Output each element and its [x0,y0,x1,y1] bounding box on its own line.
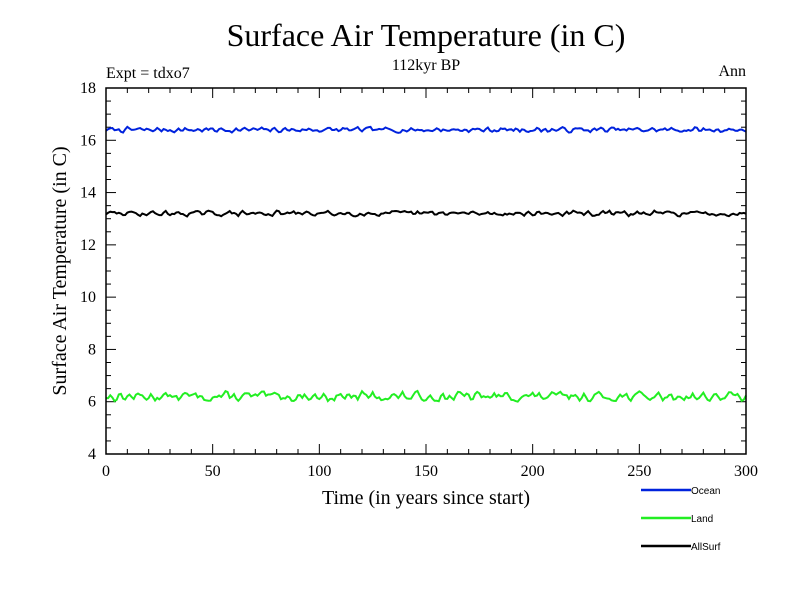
y-tick-label: 8 [88,341,96,358]
series-line-ocean [105,125,747,134]
series-line-allsurf [105,209,747,218]
x-axis-label: Time (in years since start) [322,487,530,509]
x-tick-label: 150 [414,463,438,480]
legend-label: Ocean [691,486,720,497]
x-tick-label: 200 [521,463,545,480]
y-tick-label: 4 [88,446,96,463]
x-tick-label: 0 [102,463,110,480]
legend-label: AllSurf [691,542,721,553]
series-lines [105,125,747,403]
x-tick-label: 100 [307,463,331,480]
series-line-land [105,389,747,403]
legend-label: Land [691,514,713,525]
y-tick-label: 6 [88,394,96,411]
y-axis-label: Surface Air Temperature (in C) [49,146,71,395]
chart-subtitle: 112kyr BP [392,57,460,74]
y-tick-label: 12 [80,237,96,254]
experiment-label: Expt = tdxo7 [106,65,190,82]
y-tick-label: 14 [80,185,96,202]
y-tick-label: 16 [80,132,96,149]
plot-frame [105,87,747,455]
y-tick-label: 18 [80,80,96,97]
x-tick-label: 300 [734,463,758,480]
axis-tick-labels: 0 50 100 150 200 250 300 4 6 8 10 12 14 16 18 [80,80,758,480]
x-tick-label: 250 [627,463,651,480]
y-tick-label: 10 [80,289,96,306]
legend: Ocean Land AllSurf [641,486,721,553]
chart-title: Surface Air Temperature (in C) [227,17,626,53]
x-tick-label: 50 [205,463,221,480]
period-label: Ann [718,63,746,80]
